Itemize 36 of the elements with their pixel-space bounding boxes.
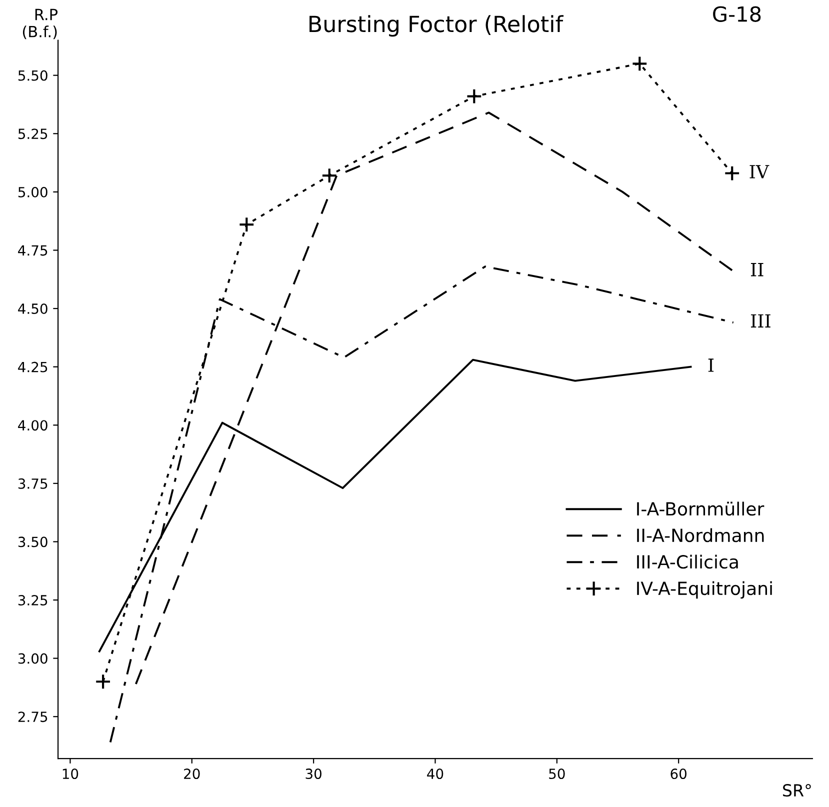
x-tick-label: 20 [184,768,200,780]
y-tick-label: 4.25 [18,362,48,372]
point [724,165,740,182]
annotation: II [750,263,764,276]
y-tick-label: 3.00 [18,653,48,664]
point [466,88,482,104]
x-axis-title: SR° [783,784,811,797]
annotation: IV [750,165,770,178]
point [95,674,112,690]
y-axis-title: R.P (B.f.) [22,8,58,40]
x-tick-label: 40 [427,768,444,780]
x-tick-label: 50 [549,768,565,780]
point [632,56,648,72]
legend-label: IV-A-Equitrojani [637,581,772,599]
x-tick-label: 10 [62,768,78,780]
y-tick-label: 3.75 [18,478,48,489]
y-tick-label: 3.50 [18,536,48,548]
legend-label: I-A-Bornmüller [637,502,764,516]
chart-title: Bursting Foctor (Relotif [310,15,564,37]
y-tick-label: 3.25 [18,594,48,606]
y-tick-label: 5.00 [18,186,48,198]
annotation: III [750,314,770,328]
point [238,216,255,233]
annotation: I [708,358,714,372]
x-tick-label: 30 [306,768,322,780]
y-tick-label: 4.50 [18,303,48,314]
y-tick-label: 5.25 [18,128,48,140]
x-tick-label: 60 [670,768,686,780]
legend-label: II-A-Nordmann [637,528,764,542]
y-tick-label: 2.75 [18,712,48,722]
y-tick-label: 5.50 [18,70,48,81]
text: G-18 [713,6,761,22]
point [321,168,338,184]
legend-label: III-A-Cilicica [637,554,738,569]
y-tick-label: 4.00 [18,420,48,431]
y-tick-label: 4.75 [18,245,48,256]
